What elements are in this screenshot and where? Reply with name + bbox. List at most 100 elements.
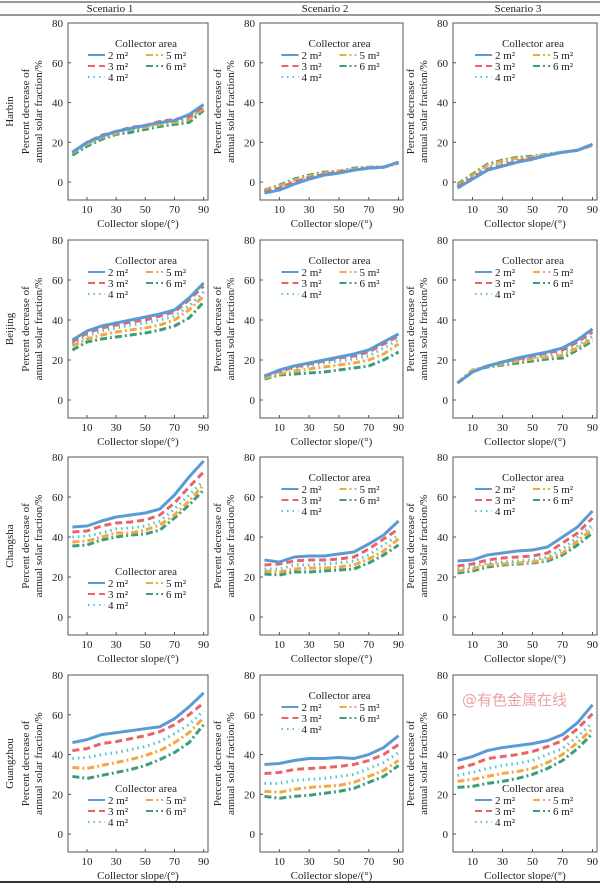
series-line-3m	[72, 470, 205, 534]
x-tick-label: 90	[587, 204, 599, 216]
y-tick-label: 20	[52, 789, 64, 801]
y-tick-label: 80	[437, 670, 449, 682]
series-line-6m	[71, 109, 205, 157]
y-tick-label: 80	[52, 452, 64, 464]
legend-entry: 6 m²	[360, 495, 381, 507]
legend-entry: 4 m²	[495, 817, 516, 829]
y-tick-label: 80	[437, 452, 449, 464]
legend-entry: 5 m²	[360, 50, 381, 62]
x-tick-label: 10	[467, 639, 479, 651]
y-axis-title: Percent decrease of	[20, 68, 32, 154]
y-tick-label: 60	[244, 58, 256, 70]
x-axis-title: Collector slope/(°)	[484, 436, 566, 448]
x-tick-label: 90	[587, 856, 599, 868]
legend-entry: 5 m²	[166, 795, 187, 807]
legend-entry: 3 m²	[108, 61, 129, 73]
y-tick-label: 60	[437, 710, 449, 722]
legend-entry: 6 m²	[360, 61, 381, 73]
x-tick-label: 90	[587, 422, 599, 434]
legend-title: Collector area	[502, 255, 564, 267]
legend-entry: 3 m²	[302, 61, 323, 73]
series-line-4m	[71, 105, 205, 155]
y-axis-title: Percent decrease of	[405, 720, 417, 806]
x-tick-label: 90	[393, 639, 405, 651]
y-axis-title: annual solar fraction/%	[418, 278, 430, 381]
y-tick-label: 20	[52, 137, 64, 149]
x-tick-label: 10	[467, 204, 479, 216]
x-tick-label: 30	[497, 856, 509, 868]
y-tick-label: 60	[52, 275, 64, 287]
y-tick-label: 20	[244, 137, 256, 149]
panel-changsha-2: 0 20 40 60 80 10 30 50 70 90 Collector slope/(°) Pe…	[212, 452, 405, 665]
legend-entry: 6 m²	[166, 806, 187, 818]
y-axis-title: Percent decrease of	[405, 286, 417, 372]
x-tick-label: 70	[557, 639, 569, 651]
x-tick-label: 90	[198, 422, 210, 434]
y-axis-title: annual solar fraction/%	[418, 60, 430, 163]
x-tick-label: 70	[169, 639, 181, 651]
x-axis-title: Collector slope/(°)	[97, 653, 179, 665]
y-tick-label: 60	[244, 275, 256, 287]
x-tick-label: 50	[527, 856, 539, 868]
x-tick-label: 10	[467, 422, 479, 434]
x-tick-label: 10	[274, 856, 286, 868]
legend-entry: 4 m²	[108, 289, 129, 301]
y-tick-label: 40	[244, 532, 256, 544]
y-tick-label: 80	[437, 18, 449, 30]
panel-harbin-1: 0 20 40 60 80 10 30 50 70 90 Collector slope/(°) Pe…	[20, 18, 210, 230]
x-axis-title: Collector slope/(°)	[97, 436, 179, 448]
panel-beijing-2: 0 20 40 60 80 10 30 50 70 90 Collector slope/(°) Pe…	[212, 235, 405, 448]
panel-guangzhou-2: 0 20 40 60 80 10 30 50 70 90 Collector slope/(°) Pe…	[212, 670, 405, 882]
x-tick-label: 10	[81, 422, 93, 434]
x-tick-label: 70	[169, 204, 181, 216]
legend-entry: 4 m²	[495, 72, 516, 84]
y-tick-label: 20	[437, 572, 449, 584]
y-tick-label: 60	[244, 492, 256, 504]
y-axis-title: Percent decrease of	[212, 286, 224, 372]
series-line-2m	[264, 519, 400, 564]
y-tick-label: 20	[244, 572, 256, 584]
series-line-4m	[264, 751, 400, 785]
x-tick-label: 70	[363, 639, 375, 651]
y-tick-label: 0	[443, 177, 449, 189]
x-tick-label: 30	[111, 204, 123, 216]
legend-entry: 2 m²	[302, 702, 323, 714]
legend-entry: 2 m²	[108, 578, 129, 590]
legend-title: Collector area	[502, 783, 564, 795]
legend-entry: 2 m²	[302, 484, 323, 496]
y-tick-label: 40	[437, 532, 449, 544]
series-line-3m	[457, 516, 594, 568]
x-tick-label: 10	[81, 856, 93, 868]
legend-title: Collector area	[309, 472, 371, 484]
x-tick-label: 90	[587, 639, 599, 651]
legend-entry: 2 m²	[302, 50, 323, 62]
plot-frame	[67, 674, 209, 853]
x-tick-label: 30	[497, 639, 509, 651]
legend-entry: 3 m²	[108, 589, 129, 601]
y-axis-title: Percent decrease of	[405, 68, 417, 154]
series-line-2m	[263, 332, 400, 378]
y-tick-label: 60	[437, 492, 449, 504]
series-line-2m	[457, 509, 594, 563]
x-tick-label: 70	[363, 856, 375, 868]
legend-title: Collector area	[115, 783, 177, 795]
legend-entry: 6 m²	[360, 713, 381, 725]
series-line-5m	[72, 483, 205, 544]
x-tick-label: 30	[304, 204, 316, 216]
x-tick-label: 50	[140, 422, 152, 434]
plot-frame	[452, 674, 598, 853]
y-tick-label: 40	[244, 750, 256, 762]
y-tick-label: 80	[244, 452, 256, 464]
legend-entry: 4 m²	[302, 506, 323, 518]
y-tick-label: 60	[52, 710, 64, 722]
x-axis-title: Collector slope/(°)	[484, 653, 566, 665]
legend-entry: 2 m²	[495, 50, 516, 62]
row-label: Harbin	[4, 96, 16, 127]
series-line-5m	[456, 143, 593, 187]
legend-entry: 3 m²	[495, 278, 516, 290]
y-tick-label: 80	[244, 670, 256, 682]
x-tick-label: 10	[274, 204, 286, 216]
y-tick-label: 80	[244, 18, 256, 30]
x-tick-label: 70	[363, 422, 375, 434]
x-tick-label: 30	[497, 204, 509, 216]
